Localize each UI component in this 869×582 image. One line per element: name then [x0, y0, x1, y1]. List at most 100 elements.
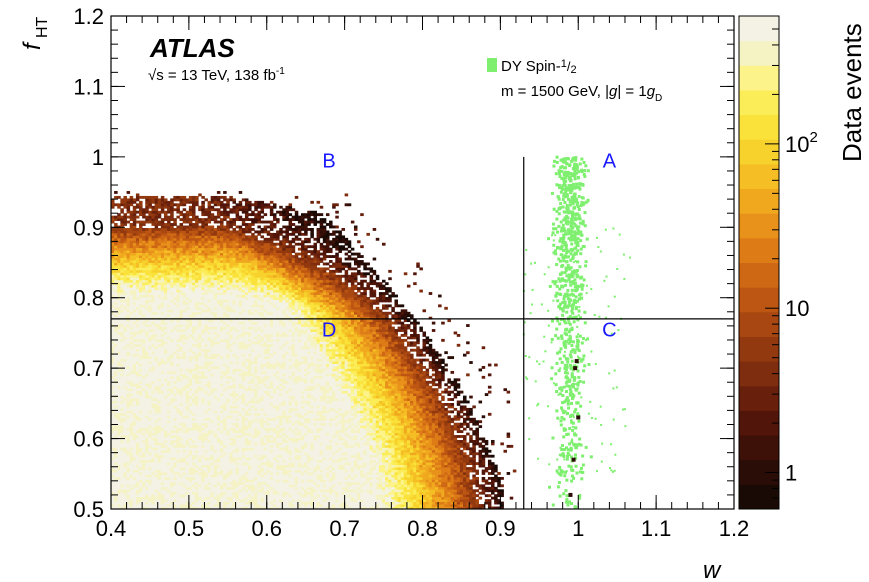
heatmap-bin	[185, 242, 190, 246]
heatmap-bin	[120, 200, 124, 204]
heatmap-bin	[220, 299, 224, 303]
heatmap-bin	[167, 287, 171, 291]
heatmap-bin	[163, 388, 168, 392]
heatmap-bin	[176, 338, 180, 342]
heatmap-bin	[129, 422, 134, 426]
heatmap-bin	[191, 331, 196, 335]
heatmap-bin	[207, 494, 212, 498]
heatmap-bin	[167, 489, 171, 493]
heatmap-bin	[188, 301, 193, 305]
heatmap-bin	[160, 237, 165, 241]
heatmap-bin	[126, 395, 131, 399]
heatmap-bin	[210, 430, 215, 433]
heatmap-bin	[229, 501, 233, 505]
heatmap-bin	[142, 257, 146, 261]
heatmap-bin	[114, 417, 118, 421]
heatmap-bin	[167, 215, 171, 219]
heatmap-bin	[235, 484, 240, 488]
heatmap-bin	[226, 444, 230, 448]
heatmap-bin	[163, 353, 168, 357]
heatmap-bin	[163, 398, 168, 401]
heatmap-bin	[198, 422, 202, 426]
heatmap-bin	[185, 452, 190, 456]
heatmap-bin	[232, 304, 237, 308]
heatmap-bin	[163, 437, 168, 441]
heatmap-bin	[220, 504, 224, 507]
heatmap-bin	[220, 297, 224, 300]
heatmap-bin	[151, 213, 156, 217]
heatmap-bin	[129, 304, 134, 308]
heatmap-bin	[129, 481, 134, 485]
heatmap-bin	[129, 316, 134, 320]
heatmap-bin	[117, 289, 121, 293]
heatmap-bin	[223, 410, 227, 414]
heatmap-bin	[160, 393, 165, 397]
heatmap-bin	[201, 476, 205, 480]
heatmap-bin	[191, 356, 196, 360]
heatmap-bin	[226, 375, 230, 379]
heatmap-bin	[145, 363, 149, 367]
heatmap-bin	[129, 289, 134, 293]
heatmap-bin	[167, 415, 171, 419]
heatmap-bin	[167, 200, 171, 204]
heatmap-bin	[139, 395, 143, 399]
heatmap-bin	[170, 403, 174, 406]
heatmap-bin	[179, 200, 184, 204]
heatmap-bin	[185, 272, 190, 276]
heatmap-bin	[204, 444, 208, 448]
heatmap-bin	[139, 336, 143, 340]
heatmap-bin	[232, 331, 237, 335]
heatmap-bin	[151, 257, 156, 261]
heatmap-bin	[167, 232, 171, 236]
heatmap-bin	[213, 215, 218, 219]
heatmap-bin	[195, 405, 199, 409]
heatmap-bin	[226, 420, 230, 424]
heatmap-bin	[163, 331, 168, 335]
heatmap-bin	[135, 292, 140, 295]
heatmap-bin	[160, 227, 165, 231]
heatmap-bin	[151, 395, 156, 399]
heatmap-bin	[198, 301, 202, 305]
heatmap-bin	[229, 454, 233, 458]
heatmap-bin	[220, 412, 224, 416]
heatmap-bin	[154, 321, 159, 325]
heatmap-bin	[204, 462, 208, 466]
heatmap-bin	[210, 247, 215, 251]
heatmap-bin	[129, 314, 134, 318]
heatmap-bin	[126, 264, 131, 268]
heatmap-bin	[173, 454, 177, 458]
heatmap-bin	[160, 432, 165, 436]
heatmap-bin	[191, 383, 196, 387]
heatmap-bin	[142, 208, 146, 212]
heatmap-bin	[111, 346, 115, 350]
heatmap-bin	[216, 412, 221, 416]
heatmap-bin	[229, 385, 233, 389]
heatmap-bin	[220, 255, 224, 258]
heatmap-bin	[139, 255, 143, 258]
heatmap-bin	[185, 250, 190, 254]
heatmap-bin	[232, 311, 237, 315]
heatmap-bin	[154, 319, 159, 323]
heatmap-bin	[114, 457, 118, 461]
heatmap-bin	[160, 361, 165, 364]
heatmap-bin	[188, 420, 193, 424]
heatmap-bin	[129, 284, 134, 288]
heatmap-bin	[123, 405, 127, 409]
heatmap-bin	[145, 361, 149, 364]
heatmap-bin	[207, 437, 212, 441]
heatmap-bin	[179, 363, 184, 367]
heatmap-bin	[176, 210, 180, 214]
heatmap-bin	[201, 489, 205, 493]
heatmap-bin	[135, 284, 140, 288]
heatmap-bin	[182, 255, 187, 258]
heatmap-bin	[163, 223, 168, 226]
heatmap-bin	[223, 255, 227, 258]
heatmap-bin	[163, 218, 168, 221]
heatmap-bin	[195, 223, 199, 226]
heatmap-bin	[160, 442, 165, 446]
heatmap-bin	[132, 198, 137, 202]
heatmap-bin	[160, 457, 165, 461]
heatmap-bin	[223, 225, 227, 229]
heatmap-bin	[207, 210, 212, 214]
heatmap-bin	[120, 324, 124, 327]
